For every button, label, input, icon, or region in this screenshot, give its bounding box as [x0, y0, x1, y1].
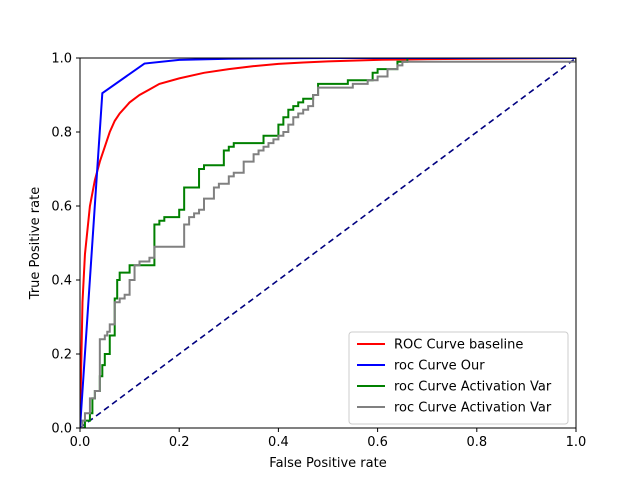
y-tick-label: 0.4: [51, 274, 72, 289]
x-axis-label: False Positive rate: [269, 456, 386, 471]
series-line-roc-curve-our-1: [80, 58, 576, 428]
x-tick-label: 0.4: [268, 435, 289, 450]
x-tick-label: 0.2: [169, 435, 190, 450]
legend-entry-label: roc Curve Our: [394, 359, 485, 374]
y-tick-label: 0.0: [51, 422, 72, 437]
series-line-roc-curve-activation-var-3: [80, 58, 576, 428]
y-axis-label: True Positive rate: [28, 187, 43, 300]
legend-box: [348, 331, 569, 425]
x-tick-label: 0.8: [466, 435, 487, 450]
y-tick-label: 0.8: [51, 126, 72, 141]
legend-entry-label: roc Curve Activation Var: [394, 380, 552, 395]
plot-area: [80, 58, 576, 428]
x-tick-label: 0.0: [70, 435, 91, 450]
y-tick-label: 1.0: [51, 52, 72, 67]
legend-entry-label: roc Curve Activation Var: [394, 401, 552, 416]
axes: 0.0 0.2 0.4 0.6 0.8 1.0 0.0 0.2 0.4 0.6 0.8 1.0: [51, 52, 586, 451]
diagonal-reference-line: [80, 58, 576, 428]
x-tick-label: 0.6: [367, 435, 388, 450]
y-tick-label: 0.6: [51, 200, 72, 215]
legend-entry-label: ROC Curve baseline: [394, 338, 523, 353]
plot-frame: [79, 57, 577, 429]
x-tick-label: 1.0: [566, 435, 587, 450]
legend: ROC Curve baseline roc Curve Our roc Curve…: [348, 331, 569, 425]
y-tick-label: 0.2: [51, 348, 72, 363]
